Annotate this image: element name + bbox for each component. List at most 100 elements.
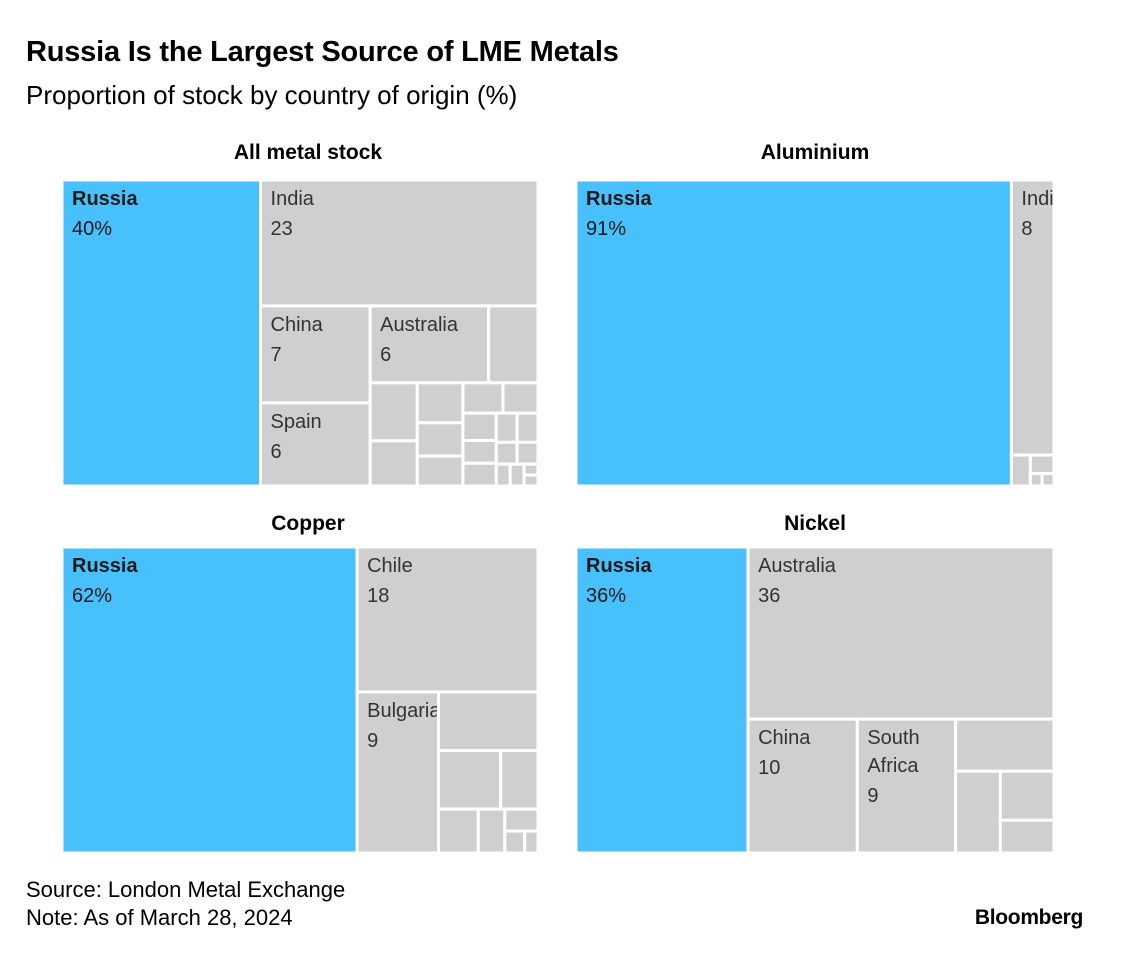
treemap-value: 62% [72, 585, 112, 607]
treemap-value: 91% [586, 218, 626, 240]
treemap-rect [508, 462, 526, 486]
treemap-rect [494, 440, 519, 466]
treemap-rect [515, 411, 538, 444]
treemap-cell-other [501, 381, 538, 415]
treemap-rect [368, 304, 491, 385]
treemap-rect [355, 547, 538, 694]
treemap-rect [576, 180, 1013, 486]
treemap-cell-other [461, 438, 498, 465]
treemap-cell-russia: Russia 91% [576, 180, 1013, 486]
treemap-cell-other [954, 717, 1054, 773]
treemap-title-nickel: Nickel [784, 512, 846, 535]
treemap-cell-other [487, 304, 538, 385]
treemap-label: Spain [271, 411, 322, 433]
treemap-rect [1028, 472, 1044, 486]
treemap-rect [746, 717, 859, 853]
treemap-value: 10 [758, 757, 780, 779]
treemap-cell-other [437, 690, 538, 753]
treemap-rect [954, 769, 1002, 853]
treemap-rect [954, 717, 1054, 773]
treemap-rect [368, 439, 419, 486]
treemap-cell-other [494, 411, 519, 444]
treemap-rect [415, 454, 465, 486]
treemap-svg-nickel: Russia 36% Australia 36 China 10 South Africa 9 [576, 547, 1054, 853]
treemap-value: 40% [72, 218, 112, 240]
treemap-label: Bulgaria [367, 700, 441, 722]
treemap-cell-other [415, 381, 465, 425]
treemap-rect [415, 421, 465, 458]
treemap-rect [494, 411, 519, 444]
treemap-label: India [1021, 188, 1054, 210]
treemap-rect [503, 807, 538, 833]
treemap-rect [522, 462, 538, 477]
treemap-rect [1028, 453, 1054, 476]
treemap-label: Australia [380, 314, 459, 336]
chart-subtitle: Proportion of stock by country of origin… [26, 80, 518, 110]
treemap-title-aluminium: Aluminium [760, 141, 870, 164]
treemap-cell-other [494, 440, 519, 466]
treemap-rect [415, 381, 465, 425]
treemap-rect [503, 829, 527, 853]
treemap-copper: Russia 62% Chile 18 Bulgaria 9 [62, 547, 538, 853]
treemap-cell-other [523, 829, 538, 853]
treemap-label: Russia [72, 555, 138, 577]
treemap-rect [515, 440, 538, 466]
treemap-rect [1009, 453, 1032, 486]
treemap-rect [576, 547, 750, 853]
note-text: Note: As of March 28, 2024 [26, 905, 293, 930]
treemap-value: 9 [867, 785, 878, 807]
treemap-cell-russia: Russia 40% [62, 180, 263, 486]
treemap-cell-other [998, 818, 1054, 853]
treemap-cell-china: China 7 [259, 304, 372, 405]
treemap-cell-other [954, 769, 1002, 853]
treemap-label: Russia [586, 555, 652, 577]
treemap-label: Africa [867, 755, 919, 777]
treemap-rect [998, 769, 1054, 822]
source-note: Source: London Metal Exchange Note: As o… [26, 876, 345, 932]
treemap-cell-china: China 10 [746, 717, 859, 853]
treemap-rect [487, 304, 538, 385]
treemap-rect [461, 461, 498, 486]
treemap-value: 36 [758, 585, 780, 607]
treemap-value: 36% [586, 585, 626, 607]
treemap-value: 7 [271, 344, 282, 366]
treemap-cell-south-africa: South Africa 9 [855, 717, 958, 853]
treemap-cell-spain: Spain 6 [259, 401, 372, 486]
treemap-cell-india: India 8 [1009, 180, 1054, 457]
treemap-rect [259, 304, 372, 405]
treemap-cell-other [515, 440, 538, 466]
treemap-cell-other [503, 807, 538, 833]
chart-title: Russia Is the Largest Source of LME Meta… [26, 36, 619, 68]
treemap-cell-other [1009, 453, 1032, 486]
treemap-svg-copper: Russia 62% Chile 18 Bulgaria 9 [62, 547, 538, 853]
treemap-cell-russia: Russia 36% [576, 547, 750, 853]
treemap-aluminium: Russia 91% India 8 [576, 180, 1054, 486]
treemap-rect [461, 438, 498, 465]
source-text: Source: London Metal Exchange [26, 877, 346, 902]
treemap-cell-other [494, 462, 512, 486]
treemap-rect [1009, 180, 1054, 457]
treemap-label: South [867, 727, 919, 749]
bloomberg-logo: Bloomberg [974, 906, 1083, 929]
treemap-cell-other [461, 411, 498, 442]
treemap-cell-russia: Russia 62% [62, 547, 359, 853]
treemap-label: Russia [586, 188, 652, 210]
treemap-cell-australia: Australia 36 [746, 547, 1054, 721]
treemap-rect [259, 401, 372, 486]
treemap-label: Russia [72, 188, 138, 210]
treemap-rect [461, 381, 505, 415]
treemap-cell-india: India 23 [259, 180, 538, 308]
treemap-nickel: Russia 36% Australia 36 China 10 South Africa 9 [576, 547, 1054, 853]
treemap-svg-all-metal-stock: Russia 40% India 23 China 7 Spain 6 Australia 6 [62, 180, 538, 486]
treemap-cell-other [368, 381, 419, 443]
treemap-rect [522, 473, 538, 486]
treemap-label: China [271, 314, 324, 336]
treemap-cell-other [461, 381, 505, 415]
treemap-rect [998, 818, 1054, 853]
treemap-cell-other [499, 749, 538, 811]
treemap-title-copper: Copper [271, 512, 345, 535]
treemap-cell-other [515, 411, 538, 444]
treemap-cell-other [508, 462, 526, 486]
treemap-label: Australia [758, 555, 837, 577]
treemap-rect [494, 462, 512, 486]
